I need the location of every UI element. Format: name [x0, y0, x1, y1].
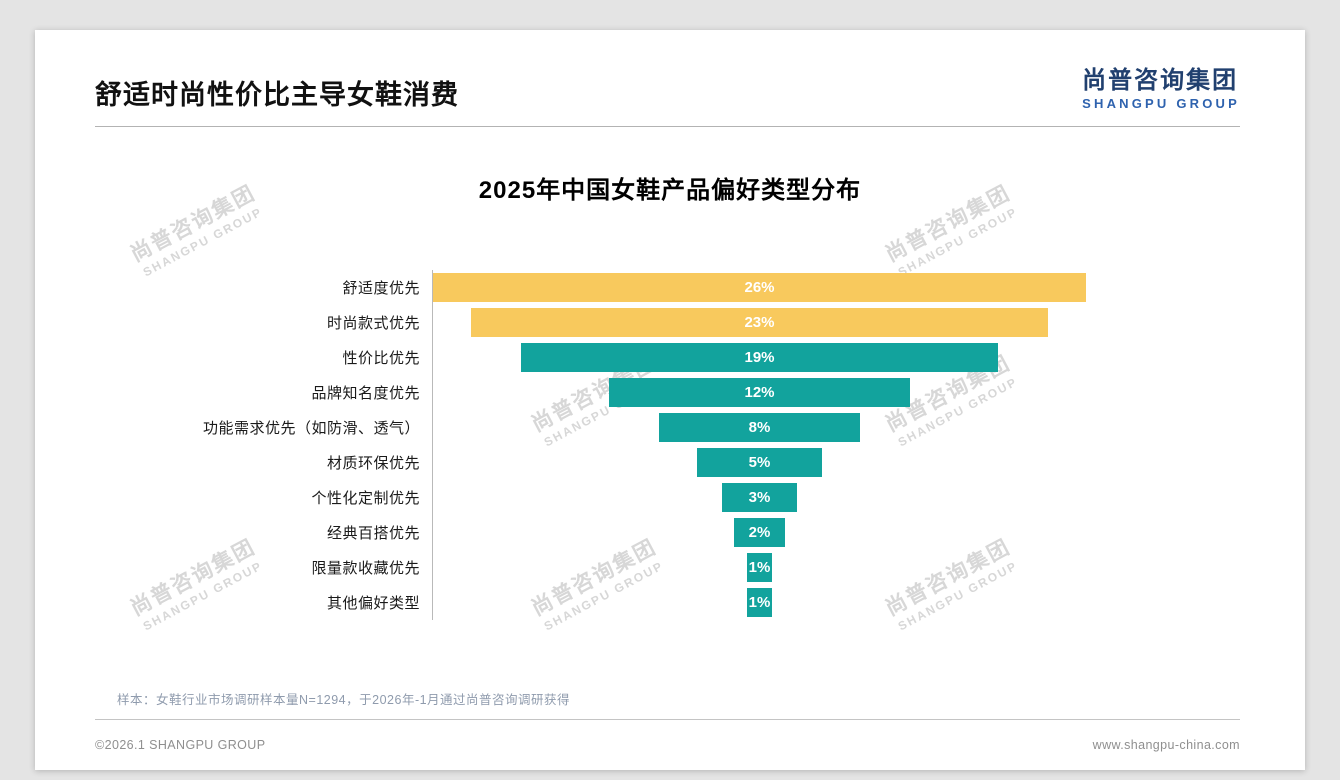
category-label: 限量款收藏优先	[311, 560, 420, 577]
bar-value-label: 1%	[748, 559, 771, 576]
category-label: 功能需求优先（如防滑、透气）	[202, 420, 420, 437]
page-title: 舒适时尚性价比主导女鞋消费	[95, 79, 459, 110]
bar: 26%	[433, 273, 1086, 302]
header: 舒适时尚性价比主导女鞋消费 尚普咨询集团 SHANGPU GROUP	[95, 67, 1240, 127]
bar-track: 3%	[432, 480, 1086, 515]
bar-row: 限量款收藏优先 1%	[35, 550, 1086, 585]
bar: 1%	[746, 588, 773, 617]
category-label: 材质环保优先	[326, 455, 420, 472]
footer-website: www.shangpu-china.com	[1092, 738, 1240, 752]
company-logo: 尚普咨询集团 SHANGPU GROUP	[1082, 67, 1240, 112]
footer-copyright: ©2026.1 SHANGPU GROUP	[95, 738, 266, 752]
bar-row: 其他偏好类型 1%	[35, 585, 1086, 620]
category-label: 品牌知名度优先	[311, 385, 420, 402]
bar-row: 品牌知名度优先 12%	[35, 375, 1086, 410]
footer-divider	[95, 719, 1240, 720]
bar: 1%	[746, 553, 773, 582]
bar-value-label: 2%	[748, 524, 771, 541]
category-label: 个性化定制优先	[311, 490, 420, 507]
bar-track: 12%	[432, 375, 1086, 410]
chart-title: 2025年中国女鞋产品偏好类型分布	[478, 177, 862, 204]
bar-value-label: 8%	[748, 419, 771, 436]
bar: 19%	[520, 343, 999, 372]
bar-track: 5%	[432, 445, 1086, 480]
bar-row: 材质环保优先 5%	[35, 445, 1086, 480]
category-label: 其他偏好类型	[326, 595, 420, 612]
bar-value-label: 23%	[744, 314, 775, 331]
bar-row: 个性化定制优先 3%	[35, 480, 1086, 515]
bar-value-label: 12%	[744, 384, 775, 401]
category-label: 性价比优先	[342, 350, 420, 367]
logo-en-text: SHANGPU GROUP	[1082, 96, 1240, 112]
category-label: 舒适度优先	[342, 280, 420, 297]
bar-track: 2%	[432, 515, 1086, 550]
bar: 12%	[608, 378, 911, 407]
bar-value-label: 3%	[748, 489, 771, 506]
bar-value-label: 1%	[748, 594, 771, 611]
bar-row: 经典百搭优先 2%	[35, 515, 1086, 550]
bar-row: 舒适度优先 26%	[35, 270, 1086, 305]
bar-track: 8%	[432, 410, 1086, 445]
bar-value-label: 26%	[744, 279, 775, 296]
bar-track: 26%	[432, 270, 1086, 305]
bar-row: 性价比优先 19%	[35, 340, 1086, 375]
bar-rows: 舒适度优先 26% 时尚款式优先 23% 性价比优先 19% 品牌知名度优先 12% 功能需求优…	[35, 270, 1086, 620]
bar: 3%	[721, 483, 798, 512]
bar-track: 19%	[432, 340, 1086, 375]
slide-card: 尚普咨询集团 SHANGPU GROUP 尚普咨询集团 SHANGPU GROUP 尚普…	[35, 30, 1305, 770]
footer-bar: ©2026.1 SHANGPU GROUP www.shangpu-china.…	[95, 738, 1240, 752]
sample-note: 样本：女鞋行业市场调研样本量N=1294，于2026年-1月通过尚普咨询调研获得	[117, 693, 571, 707]
category-label: 经典百搭优先	[326, 525, 420, 542]
bar-track: 1%	[432, 585, 1086, 620]
bar-track: 23%	[432, 305, 1086, 340]
bar-value-label: 5%	[748, 454, 771, 471]
bar-track: 1%	[432, 550, 1086, 585]
bar-value-label: 19%	[744, 349, 775, 366]
logo-cn-text: 尚普咨询集团	[1082, 67, 1239, 94]
bar: 2%	[734, 518, 785, 547]
bar: 23%	[470, 308, 1049, 337]
bar-row: 时尚款式优先 23%	[35, 305, 1086, 340]
bar: 5%	[696, 448, 823, 477]
category-label: 时尚款式优先	[326, 315, 420, 332]
bar: 8%	[659, 413, 860, 442]
bar-row: 功能需求优先（如防滑、透气） 8%	[35, 410, 1086, 445]
